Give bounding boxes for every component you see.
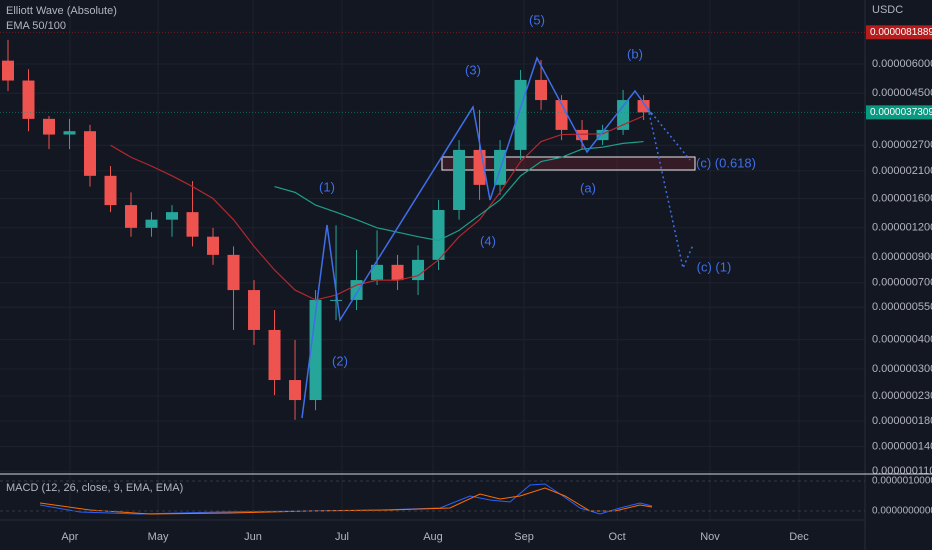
y-tick-label: 0.0000027000 xyxy=(872,139,932,151)
candle-body xyxy=(63,131,76,135)
chart-title: Elliott Wave (Absolute) xyxy=(6,5,117,17)
projection xyxy=(647,107,694,271)
y-tick-label: 0.0000016000 xyxy=(872,192,932,204)
candle-body xyxy=(227,254,240,291)
wave-label: (4) xyxy=(480,233,496,248)
macd-pane: 0.0000010000 0.0000000000 xyxy=(0,476,932,517)
candle-body xyxy=(535,79,548,101)
y-tick-label: 0.0000012000 xyxy=(872,222,932,234)
candle-body xyxy=(350,280,363,300)
y-tick-label: 0.0000045000 xyxy=(872,87,932,99)
x-tick-label: Jun xyxy=(244,531,262,543)
x-tick-label: Aug xyxy=(423,531,443,543)
ema-line xyxy=(110,115,644,301)
wave-label: (1) xyxy=(319,179,335,194)
wave-label: (c) (1) xyxy=(697,259,732,274)
candle-body xyxy=(104,175,117,206)
price-tag xyxy=(866,25,932,40)
y-tick-label: 0.0000007000 xyxy=(872,277,932,289)
y-tick-label: 0.0000004000 xyxy=(872,334,932,346)
wave-line xyxy=(441,106,474,158)
x-tick-label: Dec xyxy=(789,531,809,543)
candle-body xyxy=(412,259,425,281)
y-tick-label: 0.0000002300 xyxy=(872,390,932,402)
macd-tick-label: 0.0000010000 xyxy=(872,476,932,487)
y-tick-label: 0.0000001800 xyxy=(872,415,932,427)
wave-line xyxy=(301,56,653,419)
candle-body xyxy=(617,100,630,130)
y-tick-label: 0.0000060000 xyxy=(872,58,932,70)
wave-label: (5) xyxy=(529,12,545,27)
candle-body xyxy=(576,129,589,141)
y-tick-label: 0.0000021000 xyxy=(872,165,932,177)
y-tick-label: 0.0000001400 xyxy=(872,440,932,452)
candle-body xyxy=(186,212,199,237)
candle-body xyxy=(555,100,568,130)
x-tick-label: Oct xyxy=(609,531,626,543)
x-tick-label: Apr xyxy=(61,531,78,543)
macd-line xyxy=(39,483,653,515)
x-tick-label: Nov xyxy=(700,531,720,543)
candle-body xyxy=(248,290,261,330)
candle-body xyxy=(166,212,179,220)
candle-body xyxy=(453,149,466,210)
candle-body xyxy=(596,129,609,141)
candle-body xyxy=(125,205,138,228)
candle-body xyxy=(309,299,322,401)
candle-body xyxy=(330,299,343,301)
candle-body xyxy=(371,264,384,281)
plot xyxy=(1,39,650,420)
candle-body xyxy=(43,118,56,135)
projection xyxy=(644,104,691,161)
price-tag xyxy=(866,105,932,120)
wave-label: (c) (0.618) xyxy=(696,155,756,170)
x-tick-label: Sep xyxy=(514,531,534,543)
candle-body xyxy=(145,219,158,228)
candle-body xyxy=(289,380,302,401)
candle-body xyxy=(1,60,14,81)
x-tick-label: Jul xyxy=(335,531,349,543)
y-tick-label: 0.0000005500 xyxy=(872,301,932,313)
candle-body xyxy=(432,209,445,260)
macd-tick-label: 0.0000000000 xyxy=(872,506,932,517)
candle-body xyxy=(514,79,527,150)
candle-body xyxy=(637,100,650,113)
y-tick-label: 0.0000003000 xyxy=(872,363,932,375)
y-tick-label: 0.0000009000 xyxy=(872,251,932,263)
wave-label: (a) xyxy=(580,180,596,195)
price-tag-label: 0.0000037309 xyxy=(870,107,932,118)
candle-body xyxy=(268,329,281,381)
ema-line xyxy=(274,140,644,242)
wave-label: (b) xyxy=(627,46,643,61)
x-tick-label: May xyxy=(148,531,169,543)
currency-label: USDC xyxy=(872,4,903,16)
candle-body xyxy=(22,80,35,119)
wave-label: (3) xyxy=(465,62,481,77)
candle-body xyxy=(391,264,404,281)
candle-body xyxy=(207,236,220,255)
candle-body xyxy=(84,131,97,176)
price-tag-label: 0.0000081889 xyxy=(870,27,932,38)
indicator-label: EMA 50/100 xyxy=(6,20,66,32)
wave-label: (2) xyxy=(332,353,348,368)
macd-label: MACD (12, 26, close, 9, EMA, EMA) xyxy=(6,482,183,494)
